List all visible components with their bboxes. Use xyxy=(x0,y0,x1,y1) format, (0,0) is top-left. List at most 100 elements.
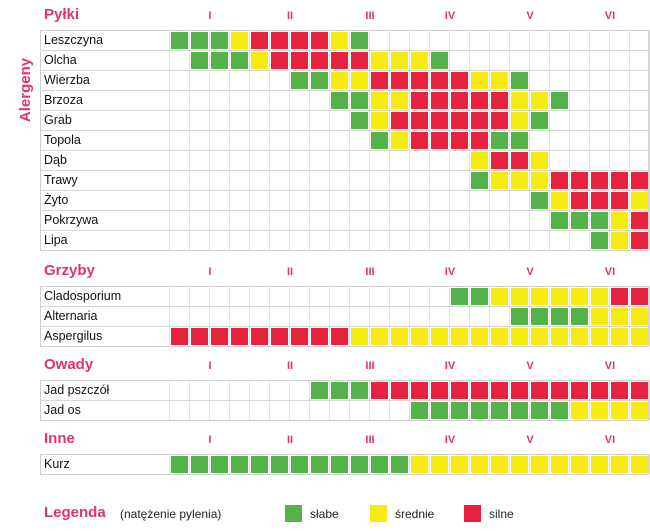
heat-cell xyxy=(331,72,348,89)
heat-cell xyxy=(631,212,648,229)
heat-cell xyxy=(191,32,208,49)
heat-cell xyxy=(251,328,268,345)
month-label: I xyxy=(208,10,212,22)
heat-cell xyxy=(231,52,248,69)
heat-cell xyxy=(471,72,488,89)
heat-cell xyxy=(631,232,648,249)
heat-cell xyxy=(431,52,448,69)
month-label: IV xyxy=(444,10,456,22)
heat-cell xyxy=(491,456,508,473)
heat-cell xyxy=(531,328,548,345)
month-label: VI xyxy=(604,10,616,22)
heat-cell xyxy=(591,232,608,249)
heat-cell xyxy=(351,72,368,89)
grid-line xyxy=(449,30,450,250)
heat-cell xyxy=(171,32,188,49)
grid-line xyxy=(589,286,590,346)
heat-cell xyxy=(531,192,548,209)
heat-cell xyxy=(251,52,268,69)
heat-cell xyxy=(351,382,368,399)
grid-line xyxy=(609,30,610,250)
heat-cell xyxy=(211,328,228,345)
heat-cell xyxy=(411,92,428,109)
heat-cell xyxy=(471,288,488,305)
heat-cell xyxy=(271,52,288,69)
grid-line xyxy=(169,454,170,474)
month-label: IV xyxy=(444,434,456,446)
heat-cell xyxy=(591,308,608,325)
row-label: Jad pszczół xyxy=(44,383,110,397)
heat-cell xyxy=(611,456,628,473)
heat-cell xyxy=(391,382,408,399)
row-label: Pokrzywa xyxy=(44,213,99,227)
heat-cell xyxy=(391,92,408,109)
heat-cell xyxy=(611,192,628,209)
heat-cell xyxy=(551,382,568,399)
grid-line xyxy=(289,454,290,474)
month-label: V xyxy=(526,10,534,22)
grid-line xyxy=(289,30,290,250)
heat-cell xyxy=(311,382,328,399)
heat-cell xyxy=(431,112,448,129)
grid-line xyxy=(509,454,510,474)
grid-line xyxy=(289,286,290,346)
heat-cell xyxy=(511,456,528,473)
heat-cell xyxy=(591,382,608,399)
row-label: Żyto xyxy=(44,193,69,207)
heat-cell xyxy=(611,232,628,249)
grid-line xyxy=(389,454,390,474)
month-label: IV xyxy=(444,266,456,278)
month-label: II xyxy=(286,266,294,278)
grid-line xyxy=(269,286,270,346)
grid-line xyxy=(469,454,470,474)
heat-cell xyxy=(471,152,488,169)
heat-cell xyxy=(611,172,628,189)
heat-cell xyxy=(411,382,428,399)
month-label: III xyxy=(365,10,375,22)
grid-line xyxy=(189,286,190,346)
row-divider xyxy=(40,130,649,131)
grid-line xyxy=(389,286,390,346)
heat-cell xyxy=(311,52,328,69)
grid-line xyxy=(529,454,530,474)
heat-cell xyxy=(631,456,648,473)
section-title-3: Inne xyxy=(44,430,75,447)
grid-line xyxy=(569,454,570,474)
row-label: Topola xyxy=(44,133,81,147)
heat-cell xyxy=(611,382,628,399)
grid-line xyxy=(509,30,510,250)
heat-cell xyxy=(431,402,448,419)
grid-line xyxy=(569,286,570,346)
heat-cell xyxy=(451,112,468,129)
heat-cell xyxy=(511,328,528,345)
heat-cell xyxy=(551,456,568,473)
grid-line xyxy=(489,454,490,474)
heat-cell xyxy=(531,172,548,189)
heat-cell xyxy=(571,172,588,189)
heat-cell xyxy=(551,192,568,209)
heat-cell xyxy=(551,212,568,229)
heat-cell xyxy=(271,328,288,345)
heat-cell xyxy=(191,456,208,473)
heat-cell xyxy=(471,402,488,419)
month-label: I xyxy=(208,360,212,372)
heat-cell xyxy=(571,402,588,419)
row-divider xyxy=(40,70,649,71)
row-label: Lipa xyxy=(44,233,68,247)
grid-line xyxy=(369,286,370,346)
row-divider xyxy=(40,150,649,151)
legend-swatch-weak xyxy=(285,505,302,522)
heat-cell xyxy=(611,328,628,345)
month-label: IV xyxy=(444,360,456,372)
heat-cell xyxy=(231,32,248,49)
heat-cell xyxy=(291,328,308,345)
heat-cell xyxy=(371,112,388,129)
heat-cell xyxy=(491,72,508,89)
heat-cell xyxy=(451,456,468,473)
heat-cell xyxy=(471,382,488,399)
month-label: I xyxy=(208,266,212,278)
heat-cell xyxy=(371,328,388,345)
month-label: III xyxy=(365,434,375,446)
heat-cell xyxy=(371,132,388,149)
heat-cell xyxy=(491,172,508,189)
